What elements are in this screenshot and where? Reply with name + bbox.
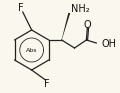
Text: OH: OH bbox=[101, 39, 116, 49]
Text: NH₂: NH₂ bbox=[71, 4, 90, 14]
Text: F: F bbox=[44, 79, 49, 89]
Text: O: O bbox=[84, 20, 91, 30]
Polygon shape bbox=[62, 13, 70, 40]
Text: Abs: Abs bbox=[26, 48, 37, 53]
Text: F: F bbox=[18, 3, 24, 13]
